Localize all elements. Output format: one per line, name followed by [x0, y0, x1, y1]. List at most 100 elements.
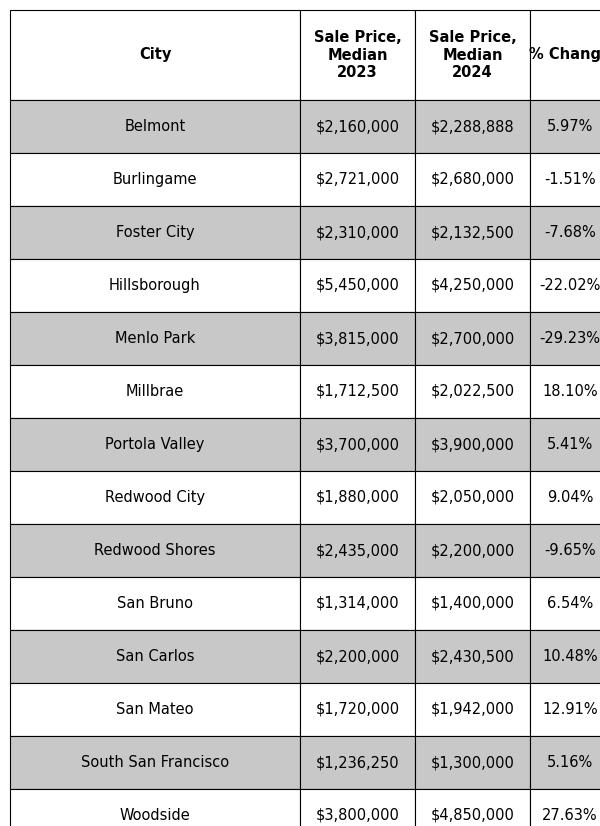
Text: -1.51%: -1.51%: [544, 172, 596, 187]
Text: $5,450,000: $5,450,000: [316, 278, 400, 293]
Text: $3,700,000: $3,700,000: [316, 437, 400, 452]
Bar: [530, 10, 600, 100]
Bar: [415, 471, 530, 524]
Bar: [415, 259, 530, 312]
Text: $2,200,000: $2,200,000: [316, 649, 400, 664]
Bar: [300, 577, 415, 630]
Bar: [530, 577, 600, 630]
Bar: [415, 577, 530, 630]
Bar: [300, 206, 415, 259]
Text: $3,800,000: $3,800,000: [316, 808, 400, 823]
Text: $1,300,000: $1,300,000: [431, 755, 514, 770]
Text: 5.16%: 5.16%: [547, 755, 593, 770]
Bar: [530, 365, 600, 418]
Bar: [415, 630, 530, 683]
Text: 5.97%: 5.97%: [547, 119, 593, 134]
Bar: [415, 736, 530, 789]
Text: 5.41%: 5.41%: [547, 437, 593, 452]
Bar: [415, 206, 530, 259]
Bar: [530, 312, 600, 365]
Text: $3,815,000: $3,815,000: [316, 331, 400, 346]
Bar: [10, 418, 300, 471]
Text: San Mateo: San Mateo: [116, 702, 194, 717]
Bar: [10, 365, 300, 418]
Text: -29.23%: -29.23%: [539, 331, 600, 346]
Bar: [530, 153, 600, 206]
Bar: [530, 630, 600, 683]
Text: $1,236,250: $1,236,250: [316, 755, 400, 770]
Bar: [300, 630, 415, 683]
Bar: [300, 153, 415, 206]
Bar: [300, 365, 415, 418]
Text: $2,700,000: $2,700,000: [430, 331, 515, 346]
Text: $2,160,000: $2,160,000: [316, 119, 400, 134]
Text: $2,430,500: $2,430,500: [431, 649, 514, 664]
Bar: [300, 100, 415, 153]
Bar: [10, 153, 300, 206]
Text: 18.10%: 18.10%: [542, 384, 598, 399]
Text: South San Francisco: South San Francisco: [81, 755, 229, 770]
Bar: [10, 577, 300, 630]
Bar: [530, 471, 600, 524]
Bar: [415, 100, 530, 153]
Bar: [10, 10, 300, 100]
Bar: [300, 471, 415, 524]
Text: Portola Valley: Portola Valley: [106, 437, 205, 452]
Bar: [10, 312, 300, 365]
Bar: [300, 524, 415, 577]
Text: $4,250,000: $4,250,000: [431, 278, 515, 293]
Text: -9.65%: -9.65%: [544, 543, 596, 558]
Text: 9.04%: 9.04%: [547, 490, 593, 505]
Bar: [300, 789, 415, 826]
Bar: [10, 736, 300, 789]
Bar: [530, 683, 600, 736]
Bar: [10, 524, 300, 577]
Bar: [10, 206, 300, 259]
Text: $2,435,000: $2,435,000: [316, 543, 400, 558]
Bar: [10, 471, 300, 524]
Text: $1,880,000: $1,880,000: [316, 490, 400, 505]
Bar: [530, 524, 600, 577]
Text: $2,200,000: $2,200,000: [430, 543, 515, 558]
Text: $4,850,000: $4,850,000: [431, 808, 514, 823]
Bar: [415, 683, 530, 736]
Bar: [530, 418, 600, 471]
Text: $1,720,000: $1,720,000: [316, 702, 400, 717]
Text: Foster City: Foster City: [116, 225, 194, 240]
Bar: [10, 683, 300, 736]
Text: Redwood Shores: Redwood Shores: [94, 543, 216, 558]
Text: $2,022,500: $2,022,500: [430, 384, 515, 399]
Bar: [530, 206, 600, 259]
Bar: [300, 418, 415, 471]
Text: $2,680,000: $2,680,000: [431, 172, 515, 187]
Bar: [415, 418, 530, 471]
Bar: [530, 736, 600, 789]
Text: Menlo Park: Menlo Park: [115, 331, 195, 346]
Bar: [415, 10, 530, 100]
Text: Sale Price,
Median
2023: Sale Price, Median 2023: [314, 30, 401, 80]
Text: San Carlos: San Carlos: [116, 649, 194, 664]
Bar: [300, 10, 415, 100]
Bar: [530, 259, 600, 312]
Text: $2,721,000: $2,721,000: [316, 172, 400, 187]
Bar: [10, 630, 300, 683]
Text: $1,942,000: $1,942,000: [431, 702, 514, 717]
Bar: [300, 259, 415, 312]
Bar: [10, 259, 300, 312]
Text: $2,288,888: $2,288,888: [431, 119, 514, 134]
Bar: [10, 789, 300, 826]
Text: $1,400,000: $1,400,000: [431, 596, 515, 611]
Text: $1,712,500: $1,712,500: [316, 384, 400, 399]
Text: 10.48%: 10.48%: [542, 649, 598, 664]
Text: San Bruno: San Bruno: [117, 596, 193, 611]
Bar: [415, 789, 530, 826]
Bar: [300, 312, 415, 365]
Text: Sale Price,
Median
2024: Sale Price, Median 2024: [428, 30, 517, 80]
Text: $1,314,000: $1,314,000: [316, 596, 400, 611]
Text: 12.91%: 12.91%: [542, 702, 598, 717]
Text: $2,310,000: $2,310,000: [316, 225, 400, 240]
Text: Belmont: Belmont: [124, 119, 185, 134]
Text: $2,132,500: $2,132,500: [431, 225, 514, 240]
Text: $2,050,000: $2,050,000: [430, 490, 515, 505]
Text: % Change: % Change: [529, 48, 600, 63]
